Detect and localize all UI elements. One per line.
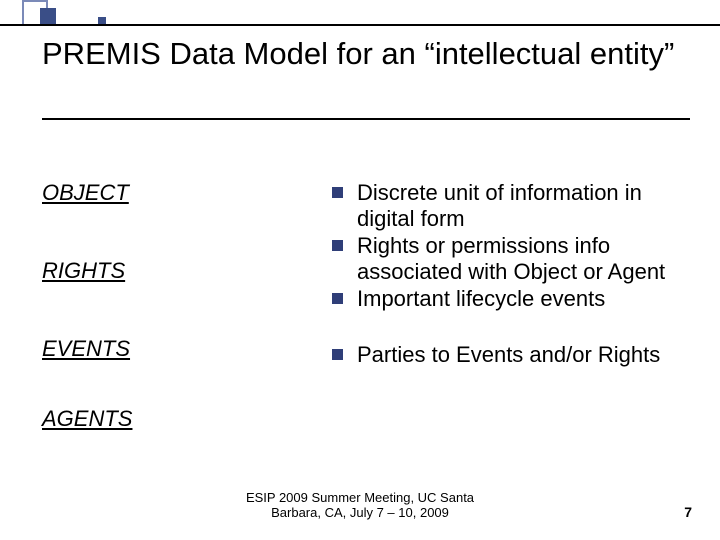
bullet-text: Rights or permissions info associated wi…	[357, 233, 690, 286]
bullet-text: Important lifecycle events	[357, 286, 605, 312]
left-term: OBJECT	[42, 180, 332, 206]
top-decoration	[0, 0, 720, 28]
square-bullet-icon	[332, 349, 343, 360]
left-term: EVENTS	[42, 336, 332, 362]
content-area: OBJECT RIGHTS EVENTS AGENTS Discrete unit o…	[42, 180, 690, 432]
square-bullet-icon	[332, 187, 343, 198]
footer-text: ESIP 2009 Summer Meeting, UC Santa Barba…	[0, 490, 720, 520]
page-number: 7	[684, 504, 692, 520]
footer-line2: Barbara, CA, July 7 – 10, 2009	[271, 505, 449, 520]
slide-title: PREMIS Data Model for an “intellectual e…	[42, 36, 690, 72]
right-column: Discrete unit of information in digital …	[332, 180, 690, 432]
left-term: AGENTS	[42, 406, 332, 432]
left-column: OBJECT RIGHTS EVENTS AGENTS	[42, 180, 332, 432]
decor-square-solid-1	[40, 8, 56, 24]
slide: { "decor": { "sq_outline_color": "#7b8ab…	[0, 0, 720, 540]
title-underline	[42, 118, 690, 120]
bullet-item: Discrete unit of information in digital …	[332, 180, 690, 233]
bullet-text: Discrete unit of information in digital …	[357, 180, 690, 233]
left-term: RIGHTS	[42, 258, 332, 284]
bullet-item: Important lifecycle events	[332, 286, 690, 312]
bullet-item: Rights or permissions info associated wi…	[332, 233, 690, 286]
decor-top-line	[0, 24, 720, 26]
footer-line1: ESIP 2009 Summer Meeting, UC Santa	[246, 490, 474, 505]
square-bullet-icon	[332, 240, 343, 251]
bullet-text: Parties to Events and/or Rights	[357, 342, 660, 368]
square-bullet-icon	[332, 293, 343, 304]
bullet-item: Parties to Events and/or Rights	[332, 342, 690, 368]
